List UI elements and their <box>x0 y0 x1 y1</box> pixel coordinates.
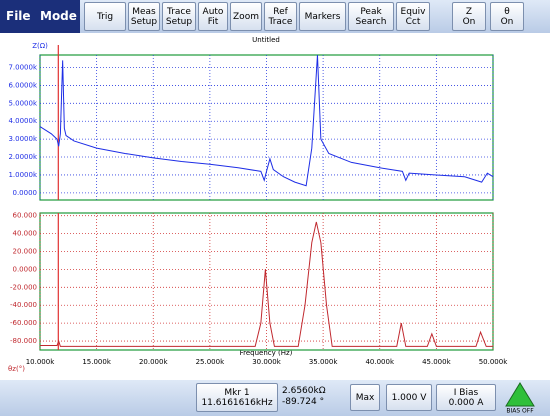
y-axis-label: θz(°) <box>8 365 25 373</box>
x-tick-label: 30.000k <box>252 358 281 366</box>
bias-icon[interactable]: BIAS OFF <box>500 380 540 416</box>
button-label: Setup <box>130 16 158 27</box>
y-tick-label: 60.000 <box>13 212 38 220</box>
bias-state: BIAS OFF <box>506 408 534 415</box>
y-tick-label: 4.0000k <box>8 117 37 125</box>
y-axis-label: Z(Ω) <box>32 42 48 50</box>
button-label: On <box>462 16 476 27</box>
x-tick-label: 10.000k <box>26 358 55 366</box>
title: Untitled <box>252 36 280 44</box>
button-label: Fit <box>207 16 219 27</box>
button-label: θ <box>504 6 510 17</box>
text: 2.6560kΩ <box>282 386 326 396</box>
button-label: Meas <box>132 6 156 17</box>
plot-area: Untitled Frequency (Hz) 0.0000 1.0000k 2.000… <box>8 36 508 373</box>
menu-item[interactable]: File <box>6 9 31 23</box>
button-label: On <box>500 16 514 27</box>
y-tick-label: 1.0000k <box>8 171 37 179</box>
x-tick-label: 20.000k <box>139 358 168 366</box>
x-tick-label: 40.000k <box>365 358 394 366</box>
x-tick-label: 35.000k <box>309 358 338 366</box>
toolbar-button[interactable]: Trig <box>84 2 126 31</box>
y-tick-label: 5.0000k <box>8 99 37 107</box>
button-label: Trig <box>96 11 114 22</box>
button-label: Trace <box>167 6 191 17</box>
triangle <box>505 382 535 407</box>
text: 1.000 V <box>391 392 427 403</box>
voltage-button[interactable]: 1.000 V <box>386 384 432 411</box>
marker-button[interactable]: Mkr 1 11.6161616kHz <box>196 383 278 412</box>
toolbar-button[interactable]: Zoom <box>230 2 262 31</box>
button-label: Cct <box>405 16 421 27</box>
button-label: Auto <box>202 6 224 17</box>
button-label: Peak <box>360 6 382 17</box>
x-tick-label: 25.000k <box>196 358 225 366</box>
y-tick-label: 6.0000k <box>8 81 37 89</box>
y-tick-label: 3.0000k <box>8 135 37 143</box>
toolbar-button[interactable]: Ref Trace <box>264 2 297 31</box>
y-tick-label: -20.000 <box>10 283 37 291</box>
text: I Bias <box>453 387 479 398</box>
toolbar-button[interactable]: θ On <box>490 2 524 31</box>
text: Mkr 1 <box>224 387 250 398</box>
bias-button[interactable]: I Bias 0.000 A <box>436 384 496 411</box>
button-label: Markers <box>304 11 341 22</box>
toolbar-button[interactable]: Markers <box>299 2 346 31</box>
trace <box>39 54 494 187</box>
toolbar-button[interactable]: Peak Search <box>348 2 394 31</box>
toolbar-button[interactable]: Z On <box>452 2 486 31</box>
menu-item[interactable]: Mode <box>40 9 77 23</box>
y-tick-label: 0.0000 <box>13 265 38 273</box>
trace <box>40 221 493 347</box>
max-button[interactable]: Max <box>350 384 380 411</box>
menu-area <box>0 0 80 33</box>
y-tick-label: -40.000 <box>10 301 37 309</box>
x-tick-label: 50.000k <box>479 358 508 366</box>
x-tick-label: 15.000k <box>82 358 111 366</box>
button-label: Equiv <box>400 6 426 17</box>
status-bar: Mkr 1 11.6161616kHz 2.6560kΩ -89.724 ° Max… <box>0 380 550 416</box>
button-label: Trace <box>268 16 293 27</box>
toolbar-button[interactable]: Auto Fit <box>198 2 228 31</box>
button-label: Setup <box>165 16 193 27</box>
y-tick-label: 20.000 <box>13 248 38 256</box>
y-tick-label: -60.000 <box>10 319 37 327</box>
toolbar-button[interactable]: Equiv Cct <box>396 2 430 31</box>
toolbar-button[interactable]: Meas Setup <box>128 2 160 31</box>
text: 11.6161616kHz <box>201 397 273 408</box>
text: -89.724 ° <box>282 397 325 407</box>
button-label: Ref <box>273 6 288 17</box>
readout: 2.6560kΩ -89.724 ° <box>282 386 326 408</box>
text: Max <box>355 392 375 403</box>
y-tick-label: 0.0000 <box>13 189 38 197</box>
toolbar-button[interactable]: Trace Setup <box>162 2 196 31</box>
x-axis-label: Frequency (Hz) <box>240 349 293 357</box>
y-tick-label: 7.0000k <box>8 64 37 72</box>
y-tick-label: 40.000 <box>13 230 38 238</box>
text: 0.000 A <box>448 397 484 408</box>
button-label: Search <box>355 16 387 27</box>
toolbar: Trig Meas Setup Trace Setup Auto Fit Zoom Ref Tra… <box>0 0 550 33</box>
y-tick-label: 2.0000k <box>8 153 37 161</box>
button-label: Zoom <box>233 11 259 22</box>
x-tick-label: 45.000k <box>422 358 451 366</box>
y-tick-label: -80.000 <box>10 337 37 345</box>
button-label: Z <box>465 6 473 17</box>
